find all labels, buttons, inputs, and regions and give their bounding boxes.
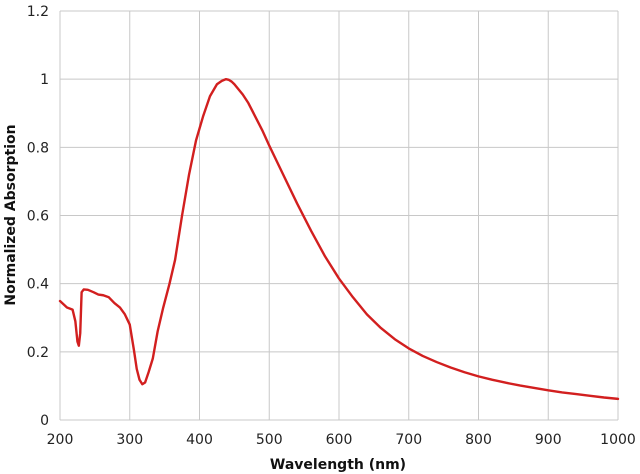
x-axis-ticks: 200 300 400 500 600 700 800 900 1000	[47, 432, 636, 448]
x-tick-label: 500	[256, 432, 283, 448]
x-tick-label: 600	[326, 432, 353, 448]
x-tick-label: 400	[186, 432, 213, 448]
grid-lines	[59, 10, 619, 421]
y-tick-label: 0	[40, 413, 49, 429]
y-axis-ticks: 0 0.2 0.4 0.6 0.8 1 1.2	[27, 4, 49, 429]
y-tick-label: 1.2	[27, 4, 49, 20]
series-line	[58, 77, 620, 401]
y-tick-label: 1	[40, 72, 49, 88]
y-tick-label: 0.4	[27, 277, 49, 293]
x-tick-label: 1000	[600, 432, 636, 448]
x-tick-label: 700	[395, 432, 422, 448]
plot-data	[58, 77, 620, 401]
y-tick-label: 0.8	[27, 140, 49, 156]
x-tick-label: 200	[47, 432, 74, 448]
y-tick-label: 0.6	[27, 209, 49, 225]
x-axis-title: Wavelength (nm)	[270, 457, 406, 473]
y-tick-label: 0.2	[27, 345, 49, 361]
x-tick-label: 900	[535, 432, 562, 448]
y-axis-title: Normalized Absorption	[3, 124, 19, 305]
x-tick-label: 300	[116, 432, 143, 448]
x-tick-label: 800	[465, 432, 492, 448]
